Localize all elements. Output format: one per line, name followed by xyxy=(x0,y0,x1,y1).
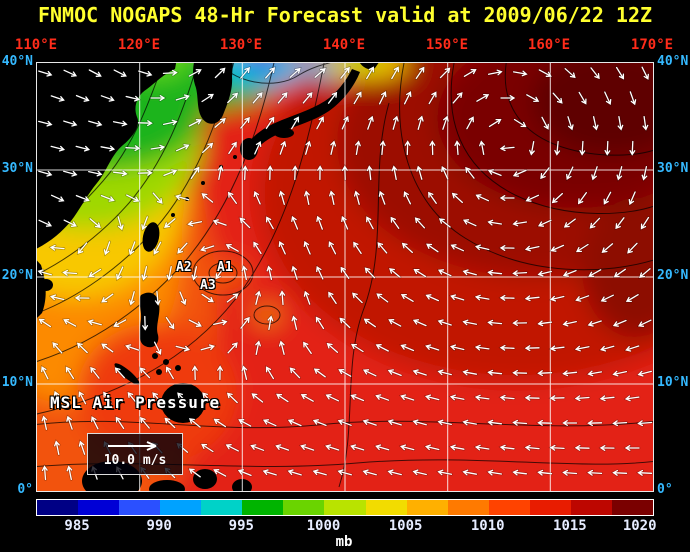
lon-tick-140e: 140°E xyxy=(322,37,366,53)
colorbar xyxy=(36,499,654,516)
colorbar-segment xyxy=(406,500,448,515)
colorbar-segment xyxy=(201,500,243,515)
lon-tick-120e: 120°E xyxy=(117,37,161,53)
lon-tick-110e: 110°E xyxy=(14,37,58,53)
storm-label-a1: A1 xyxy=(217,260,233,275)
colorbar-segment xyxy=(160,500,202,515)
lat-tick-right-20n: 20°N xyxy=(657,268,689,283)
colorbar-tick-1015: 1015 xyxy=(553,518,587,534)
colorbar-segment xyxy=(119,500,161,515)
storm-label-a3: A3 xyxy=(200,278,216,293)
wind-reference-arrow-icon xyxy=(108,441,157,451)
lat-tick-right-30n: 30°N xyxy=(657,161,689,176)
isobar-contours xyxy=(37,63,653,488)
wind-reference-label: 10.0 m/s xyxy=(103,453,167,468)
lat-tick-left-10n: 10°N xyxy=(1,375,33,390)
lon-tick-170e: 170°E xyxy=(630,37,674,53)
map-area: A2 A3 A1 MSL Air Pressure 10.0 m/s xyxy=(36,62,654,492)
colorbar-tick-985: 985 xyxy=(64,518,90,534)
lon-tick-130e: 130°E xyxy=(219,37,263,53)
lon-tick-150e: 150°E xyxy=(425,37,469,53)
colorbar-segment xyxy=(324,500,366,515)
colorbar-segment xyxy=(242,500,284,515)
colorbar-tick-1010: 1010 xyxy=(470,518,505,534)
colorbar-unit-label: mb xyxy=(335,534,353,550)
colorbar-segment xyxy=(447,500,489,515)
colorbar-segment xyxy=(37,500,79,515)
lat-tick-left-30n: 30°N xyxy=(1,161,33,176)
colorbar-tick-1000: 1000 xyxy=(306,518,341,534)
colorbar-ticks: 985 990 995 1000 1005 1010 1015 1020 xyxy=(36,518,656,534)
coastlines xyxy=(37,63,379,491)
chart-title: FNMOC NOGAPS 48-Hr Forecast valid at 200… xyxy=(37,3,653,27)
colorbar-tick-1005: 1005 xyxy=(388,518,423,534)
colorbar-segment xyxy=(78,500,120,515)
lat-tick-left-20n: 20°N xyxy=(1,268,33,283)
lat-tick-right-40n: 40°N xyxy=(657,54,689,69)
colorbar-segment xyxy=(488,500,530,515)
pressure-map-canvas xyxy=(37,63,653,491)
storm-label-a2: A2 xyxy=(176,260,192,275)
colorbar-segment xyxy=(365,500,407,515)
field-title: MSL Air Pressure xyxy=(50,393,221,412)
colorbar-segment xyxy=(611,500,653,515)
lat-tick-left-40n: 40°N xyxy=(1,54,33,69)
colorbar-segment xyxy=(283,500,325,515)
lat-tick-right-0: 0° xyxy=(657,482,673,497)
colorbar-tick-990: 990 xyxy=(146,518,172,534)
colorbar-segment xyxy=(570,500,612,515)
wind-scale-legend: 10.0 m/s xyxy=(87,433,183,475)
lat-tick-left-0: 0° xyxy=(17,482,33,497)
colorbar-segment xyxy=(529,500,571,515)
lon-tick-160e: 160°E xyxy=(527,37,571,53)
colorbar-tick-995: 995 xyxy=(228,518,254,534)
colorbar-tick-1020: 1020 xyxy=(622,518,657,534)
lat-tick-right-10n: 10°N xyxy=(657,375,689,390)
